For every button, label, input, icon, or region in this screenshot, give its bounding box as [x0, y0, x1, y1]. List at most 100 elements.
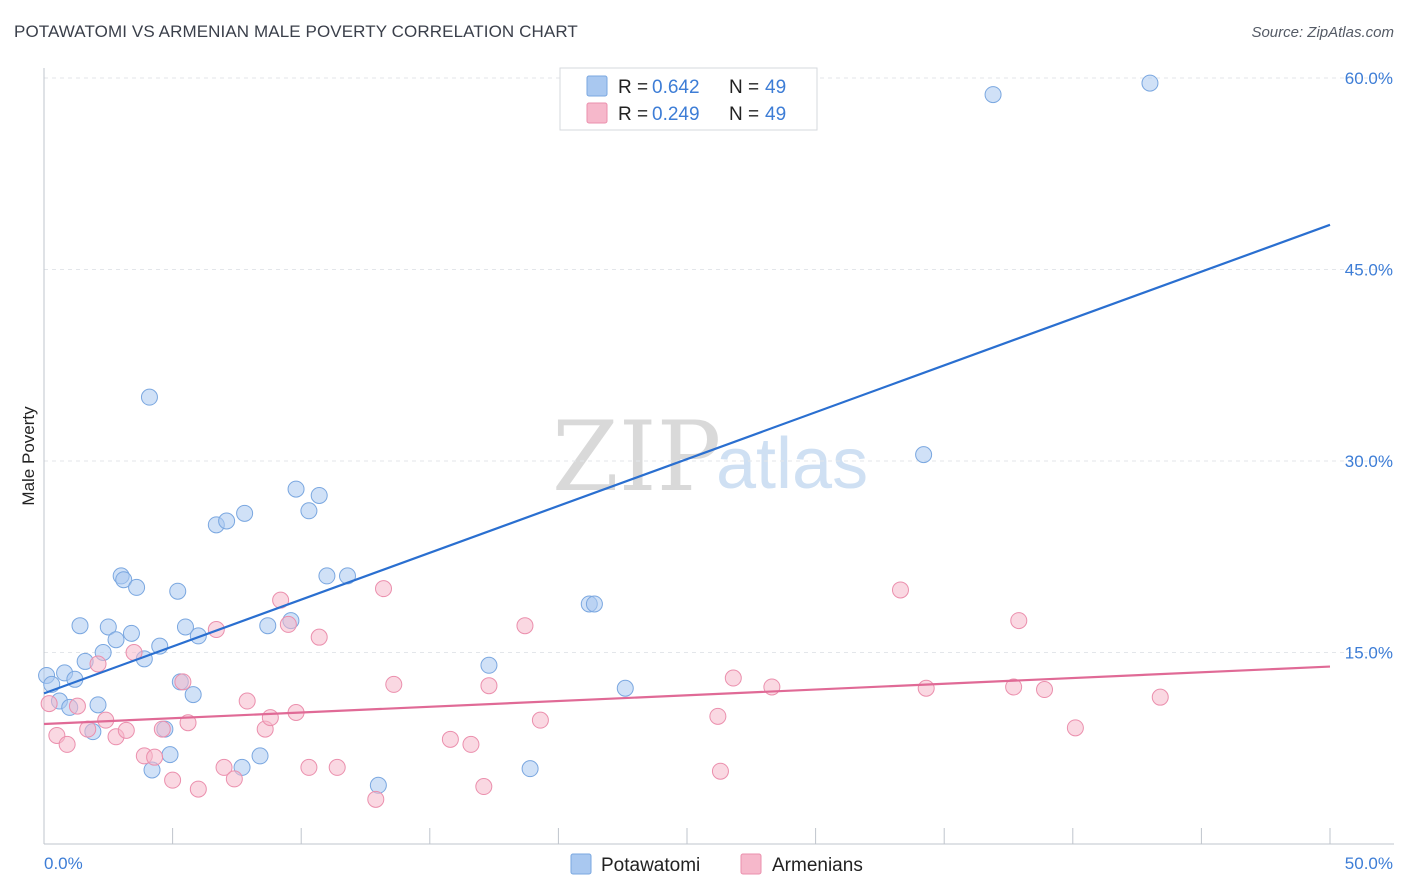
- data-point-armenians: [724, 669, 742, 687]
- y-axis-tick-labels: 15.0% 30.0% 45.0% 60.0%: [1345, 69, 1393, 663]
- stats-legend: R = 0.642 N = 49 R = 0.249 N = 49: [559, 67, 818, 131]
- data-point-potawatomi: [189, 627, 207, 645]
- data-point-armenians: [462, 735, 480, 753]
- data-point-potawatomi: [128, 578, 146, 596]
- data-point-potawatomi: [236, 504, 254, 522]
- legend-r-label-2: R =: [618, 104, 648, 125]
- data-point-armenians: [1151, 688, 1169, 706]
- grid: [44, 77, 1394, 653]
- legend-swatch-armenians: [586, 102, 608, 124]
- legend-r-label-1: R =: [618, 77, 648, 98]
- x-tick-label-max: 50.0%: [1345, 854, 1393, 873]
- trend-lines: [43, 223, 1331, 726]
- data-point-potawatomi: [140, 388, 158, 406]
- y-tick-label: 15.0%: [1345, 644, 1393, 663]
- data-point-potawatomi: [176, 618, 194, 636]
- data-point-armenians: [79, 720, 97, 738]
- data-point-potawatomi: [585, 595, 603, 613]
- data-point-armenians: [310, 628, 328, 646]
- series-armenians-points: [40, 580, 1169, 808]
- data-point-armenians: [68, 697, 86, 715]
- data-point-potawatomi: [107, 631, 125, 649]
- data-point-armenians: [300, 758, 318, 776]
- chart-source: Source: ZipAtlas.com: [1251, 24, 1394, 41]
- x-tick-label-min: 0.0%: [44, 854, 83, 873]
- legend-r-value-2: 0.249: [652, 104, 700, 125]
- data-point-armenians: [385, 675, 403, 693]
- data-point-armenians: [709, 707, 727, 725]
- data-point-armenians: [1066, 719, 1084, 737]
- data-point-armenians: [174, 673, 192, 691]
- data-point-armenians: [891, 581, 909, 599]
- legend-r-value-1: 0.642: [652, 77, 700, 98]
- data-point-potawatomi: [287, 480, 305, 498]
- data-point-potawatomi: [318, 567, 336, 585]
- data-point-armenians: [475, 778, 493, 796]
- data-point-armenians: [261, 709, 279, 727]
- data-point-armenians: [117, 721, 135, 739]
- legend-n-value-1: 49: [765, 77, 786, 98]
- data-point-armenians: [367, 790, 385, 808]
- data-point-potawatomi: [71, 617, 89, 635]
- watermark: ZIP atlas: [552, 401, 868, 513]
- data-point-armenians: [1010, 612, 1028, 630]
- data-point-potawatomi: [616, 679, 634, 697]
- legend-n-label-2: N =: [729, 104, 759, 125]
- data-point-potawatomi: [259, 617, 277, 635]
- data-point-armenians: [279, 615, 297, 633]
- series-legend-label-armenians: Armenians: [772, 855, 863, 876]
- legend-n-value-2: 49: [765, 104, 786, 125]
- data-point-armenians: [189, 780, 207, 798]
- data-point-potawatomi: [184, 686, 202, 704]
- data-point-potawatomi: [1141, 74, 1159, 92]
- data-point-potawatomi: [115, 571, 133, 589]
- data-point-armenians: [1036, 681, 1054, 699]
- trend-line-potawatomi: [43, 223, 1331, 695]
- data-point-armenians: [58, 735, 76, 753]
- data-point-potawatomi: [300, 502, 318, 520]
- data-point-armenians: [328, 758, 346, 776]
- y-tick-label: 45.0%: [1345, 261, 1393, 280]
- data-point-armenians: [711, 762, 729, 780]
- data-point-armenians: [917, 679, 935, 697]
- y-tick-label: 60.0%: [1345, 69, 1393, 88]
- data-point-armenians: [531, 711, 549, 729]
- data-point-armenians: [441, 730, 459, 748]
- trend-line-armenians: [43, 665, 1331, 726]
- y-axis-title: Male Poverty: [19, 406, 38, 506]
- data-points: [38, 74, 1169, 808]
- data-point-potawatomi: [161, 746, 179, 764]
- data-point-armenians: [89, 655, 107, 673]
- data-point-potawatomi: [99, 618, 117, 636]
- legend-swatch-potawatomi: [586, 75, 608, 97]
- data-point-armenians: [164, 771, 182, 789]
- data-point-potawatomi: [915, 446, 933, 464]
- data-point-armenians: [238, 692, 256, 710]
- watermark-atlas: atlas: [716, 424, 868, 504]
- data-point-armenians: [225, 770, 243, 788]
- data-point-armenians: [1005, 678, 1023, 696]
- series-legend-swatch-potawatomi: [570, 853, 592, 875]
- data-point-potawatomi: [521, 760, 539, 778]
- data-point-potawatomi: [251, 747, 269, 765]
- legend-n-label-1: N =: [729, 77, 759, 98]
- data-point-armenians: [40, 695, 58, 713]
- data-point-potawatomi: [169, 582, 187, 600]
- data-point-armenians: [516, 617, 534, 635]
- data-point-armenians: [153, 720, 171, 738]
- data-point-potawatomi: [122, 624, 140, 642]
- series-legend: Potawatomi Armenians: [570, 853, 863, 876]
- data-point-potawatomi: [218, 512, 236, 530]
- series-legend-swatch-armenians: [740, 853, 762, 875]
- y-tick-label: 30.0%: [1345, 452, 1393, 471]
- data-point-armenians: [480, 677, 498, 695]
- chart-title: POTAWATOMI VS ARMENIAN MALE POVERTY CORR…: [14, 22, 578, 41]
- data-point-potawatomi: [480, 656, 498, 674]
- series-legend-label-potawatomi: Potawatomi: [601, 855, 700, 876]
- data-point-armenians: [146, 748, 164, 766]
- data-point-armenians: [215, 758, 233, 776]
- data-point-potawatomi: [369, 776, 387, 794]
- data-point-armenians: [375, 580, 393, 598]
- data-point-potawatomi: [310, 486, 328, 504]
